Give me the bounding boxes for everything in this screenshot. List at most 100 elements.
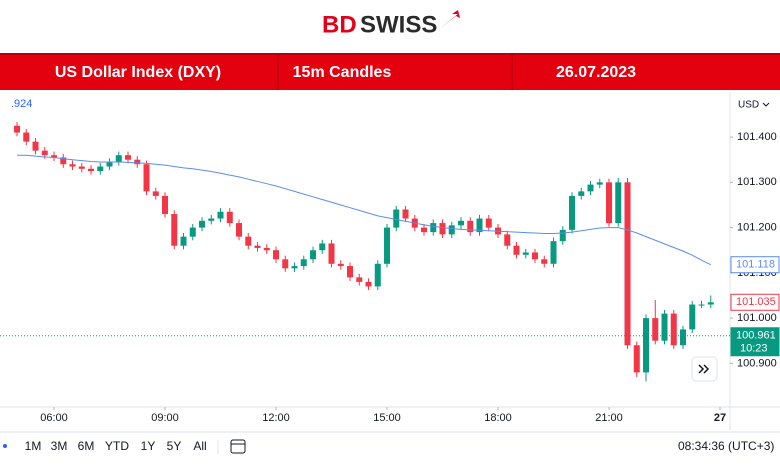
candle-body xyxy=(78,166,85,169)
moving-average xyxy=(17,154,711,266)
currency-caret xyxy=(762,102,770,107)
candle-body xyxy=(596,182,603,185)
range-button[interactable]: 3M xyxy=(51,439,68,453)
candle-body xyxy=(208,218,215,221)
price-label: 101.035 xyxy=(736,296,776,308)
candle-body xyxy=(615,182,622,224)
currency-button[interactable] xyxy=(732,96,778,114)
banner-divider xyxy=(277,55,279,90)
banner-interval: 15m Candles xyxy=(293,64,392,81)
price-label: 100.961 xyxy=(736,330,776,342)
x-tick-label: 09:00 xyxy=(151,412,179,424)
candle-body xyxy=(254,245,261,248)
x-tick-label: 12:00 xyxy=(262,412,290,424)
candle-body xyxy=(97,166,104,172)
banner xyxy=(0,53,780,90)
candle-body xyxy=(458,220,465,226)
candle-body xyxy=(41,150,48,156)
candle-body xyxy=(670,313,677,346)
toolbar-dot xyxy=(3,444,7,448)
range-button[interactable]: 1M xyxy=(25,439,42,453)
candle-body xyxy=(476,218,483,233)
candle-body xyxy=(606,182,613,224)
candle-body xyxy=(365,281,372,287)
candle-body xyxy=(439,223,446,235)
candle-body xyxy=(402,209,409,219)
candle-body xyxy=(125,155,132,160)
candle-body xyxy=(356,277,363,282)
candle-body xyxy=(23,132,30,142)
range-button[interactable]: 5Y xyxy=(167,439,182,453)
candle-body xyxy=(115,155,122,162)
logo-swiss: SWISS xyxy=(360,11,437,38)
candle-body xyxy=(421,227,428,233)
y-tick-label: 101.000 xyxy=(737,312,777,324)
candle-body xyxy=(328,243,335,264)
range-button[interactable]: All xyxy=(193,439,206,453)
candle-body xyxy=(569,195,576,230)
banner-title: US Dollar Index (DXY) xyxy=(55,64,221,81)
range-button[interactable]: 6M xyxy=(78,439,95,453)
y-tick-label: 100.900 xyxy=(737,357,777,369)
candle-body xyxy=(467,220,474,233)
candle-body xyxy=(291,266,298,269)
calendar-icon[interactable] xyxy=(230,439,246,454)
candle-body xyxy=(448,225,455,235)
candle-body xyxy=(273,250,280,260)
candle-body xyxy=(310,250,317,260)
candle-body xyxy=(633,345,640,373)
candle-body xyxy=(393,209,400,228)
x-tick-label: 06:00 xyxy=(40,412,68,424)
candle-body xyxy=(152,191,159,196)
price-label-box xyxy=(730,256,780,274)
candle-body xyxy=(698,304,705,306)
candle-body xyxy=(707,302,714,305)
currency[interactable]: USD xyxy=(738,100,759,111)
x-tick-label: 15:00 xyxy=(373,412,401,424)
candle-body xyxy=(384,227,391,264)
candle-body xyxy=(199,220,206,228)
candle-body xyxy=(504,234,511,246)
logo-bd: BD xyxy=(322,11,357,38)
candle-body xyxy=(69,164,76,167)
range-button[interactable]: YTD xyxy=(105,439,129,453)
plot xyxy=(0,122,730,382)
banner-edge xyxy=(0,53,780,55)
candle-body xyxy=(189,227,196,237)
range-buttons: 1M 3M 6M YTD 1Y 5Y All xyxy=(25,439,207,453)
candle-body xyxy=(374,263,381,287)
candle-body xyxy=(559,229,566,242)
candle-body xyxy=(60,157,67,165)
candle-body xyxy=(282,259,289,269)
candle-body xyxy=(643,318,650,373)
y-tick-label: 101.200 xyxy=(737,222,777,234)
candle-body xyxy=(300,259,307,267)
candle-body xyxy=(263,247,270,251)
candle-body xyxy=(180,236,187,246)
candle-body xyxy=(134,159,141,165)
candle-body xyxy=(51,155,58,158)
price-label: 101.118 xyxy=(736,259,775,271)
candle-body xyxy=(689,304,696,330)
banner-date: 26.07.2023 xyxy=(556,64,636,81)
candle-body xyxy=(578,191,585,196)
candle-body xyxy=(14,125,21,133)
candle-body xyxy=(337,263,344,267)
candle-body xyxy=(430,223,437,233)
candle-body xyxy=(522,252,529,255)
candle-body xyxy=(680,329,687,346)
candle-body xyxy=(32,141,39,151)
candle-body xyxy=(624,182,631,346)
candle-body xyxy=(532,252,539,260)
candle-body xyxy=(226,211,233,224)
x-tick-label: 18:00 xyxy=(484,412,512,424)
candle-body xyxy=(245,236,252,246)
range-button[interactable]: 1Y xyxy=(141,439,156,453)
candle-body xyxy=(319,243,326,251)
scroll-to-realtime[interactable] xyxy=(691,356,718,382)
price-label-box xyxy=(730,327,780,357)
y-tick-label: 101.400 xyxy=(737,131,777,143)
price-label-box xyxy=(730,293,780,311)
candle-body xyxy=(162,195,169,215)
